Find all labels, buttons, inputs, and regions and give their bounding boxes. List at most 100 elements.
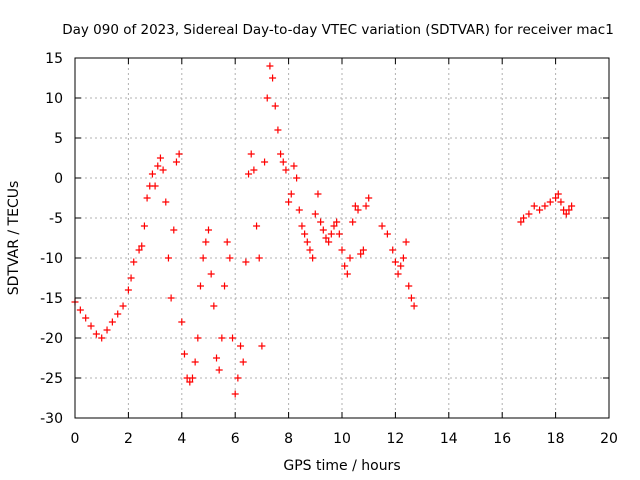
data-point [164,254,172,262]
grid-lines [75,58,609,418]
x-tick-label: 12 [386,431,404,447]
x-tick-label: 6 [231,431,240,447]
data-point [92,330,100,338]
x-tick-label: 14 [440,431,458,447]
data-point [362,202,370,210]
data-point [247,150,255,158]
data-point [357,250,365,258]
data-point [333,218,341,226]
data-point [210,302,218,310]
data-point [242,258,250,266]
x-tick-label: 2 [124,431,133,447]
data-point [229,334,237,342]
data-point [391,258,399,266]
x-tick-label: 0 [71,431,80,447]
data-point [335,230,343,238]
x-axis-label: GPS time / hours [283,458,400,474]
data-point [255,254,263,262]
data-point [234,374,242,382]
data-point [140,222,148,230]
y-tick-label: -10 [40,251,63,267]
data-point [180,350,188,358]
data-point [349,218,357,226]
y-tick-label: -30 [40,411,63,427]
y-tick-label: 0 [54,171,63,187]
data-point [269,74,277,82]
data-point [327,230,335,238]
data-point [285,198,293,206]
data-point [397,262,405,270]
data-point [546,198,554,206]
data-point [237,342,245,350]
data-point [205,226,212,234]
data-point [114,310,122,318]
data-point [341,262,349,270]
x-tick-label: 4 [177,431,186,447]
data-point [218,334,226,342]
y-tick-label: -15 [40,291,63,307]
data-point [202,238,210,246]
y-tick-label: -25 [40,371,63,387]
data-point [196,282,204,290]
x-tick-label: 10 [333,431,351,447]
data-point [108,318,116,326]
data-point [263,94,271,102]
data-point [154,162,162,170]
y-tick-label: -20 [40,331,63,347]
data-point [239,358,247,366]
data-point [389,246,397,254]
data-point [143,194,151,202]
data-point [343,270,351,278]
y-tick-label: 5 [54,131,63,147]
data-point [319,226,327,234]
data-point [253,222,261,230]
data-point [279,158,287,166]
data-point [186,378,194,386]
data-point [383,230,391,238]
data-point [306,246,314,254]
data-markers [71,62,576,398]
x-tick-label: 8 [284,431,293,447]
data-point [223,238,231,246]
data-point [162,198,170,206]
data-point [354,206,362,214]
data-point [156,154,164,162]
data-point [541,202,549,210]
chart-title: Day 090 of 2023, Sidereal Day-to-day VTE… [62,22,614,38]
data-point [554,190,562,198]
data-point [351,202,359,210]
data-point [407,294,415,302]
data-point [138,242,146,250]
data-point [103,326,111,334]
data-point [410,302,418,310]
data-point [562,210,570,218]
data-point [314,190,322,198]
data-point [178,318,186,326]
data-point [172,158,180,166]
data-point [525,210,533,218]
data-point [293,174,301,182]
data-point [127,274,135,282]
data-point [221,282,229,290]
data-point [282,166,290,174]
data-point [405,282,413,290]
data-point [530,202,538,210]
x-tick-labels: 0 2 4 6 8 10 12 14 16 18 20 [71,431,618,447]
data-point [151,182,159,190]
data-point [266,62,274,70]
data-point [258,342,266,350]
data-point [87,322,95,330]
data-point [520,214,528,222]
data-point [226,254,234,262]
data-point [199,254,207,262]
data-point [517,218,525,226]
data-point [98,334,106,342]
data-point [290,162,298,170]
data-point [346,254,354,262]
data-point [76,306,84,314]
data-point [317,218,325,226]
data-point [552,194,560,202]
data-point [271,102,279,110]
data-point [167,294,175,302]
axis-ticks [74,57,610,419]
